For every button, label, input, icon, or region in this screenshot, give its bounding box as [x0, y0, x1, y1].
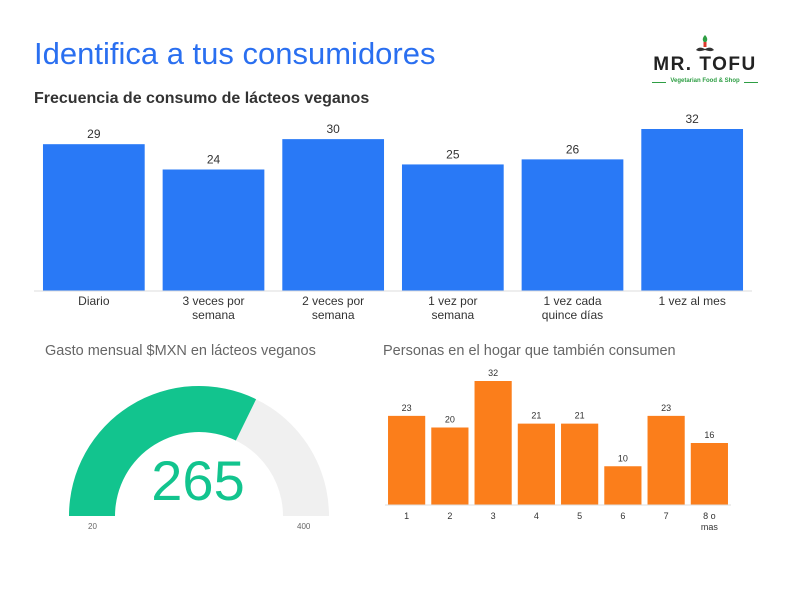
bar	[431, 427, 469, 505]
bar	[521, 159, 624, 291]
tick-label: Diario	[78, 294, 110, 308]
bar	[604, 466, 642, 505]
frequency-chart-title: Frecuencia de consumo de lácteos veganos	[34, 90, 370, 107]
data-label: 29	[87, 127, 101, 141]
bar	[42, 144, 145, 291]
data-label: 21	[575, 411, 585, 421]
gauge-fill	[69, 385, 257, 516]
tick-label: 1 vez al mes	[658, 294, 725, 308]
tick-label: 1	[404, 511, 409, 521]
gauge-max-label: 400	[297, 522, 311, 531]
gauge-chart-title: Gasto mensual $MXN en lácteos veganos	[45, 343, 316, 359]
logo-tagline: Vegetarian Food & Shop	[670, 78, 740, 84]
logo-divider	[652, 82, 666, 83]
tick-label: 4	[534, 511, 539, 521]
data-label: 10	[618, 453, 628, 463]
tick-label: mas	[701, 522, 719, 532]
logo-divider	[744, 82, 758, 83]
data-label: 23	[402, 403, 412, 413]
data-label: 23	[661, 403, 671, 413]
tick-label: semana	[192, 308, 235, 322]
data-label: 24	[207, 153, 221, 167]
tick-label: quince días	[542, 308, 603, 322]
tick-label: semana	[431, 308, 474, 322]
bar	[401, 164, 504, 291]
bar	[388, 415, 426, 505]
logo-name: MR. TOFU	[653, 54, 757, 75]
tick-label: 1 vez cada	[543, 294, 601, 308]
tick-label: 1 vez por	[428, 294, 477, 308]
data-label: 26	[566, 142, 580, 156]
bar	[474, 381, 512, 505]
data-label: 32	[488, 368, 498, 378]
tick-label: 5	[577, 511, 582, 521]
tick-label: 7	[664, 511, 669, 521]
bar	[647, 415, 685, 505]
tick-label: 8 o	[703, 511, 716, 521]
bar	[517, 423, 555, 505]
bar	[690, 443, 728, 505]
bar	[282, 139, 385, 291]
data-label: 25	[446, 147, 460, 161]
gauge-min-label: 20	[88, 522, 97, 531]
data-label: 16	[704, 430, 714, 440]
tick-label: 2	[447, 511, 452, 521]
data-label: 21	[531, 411, 541, 421]
tick-label: 3 veces por	[182, 294, 244, 308]
bar	[641, 129, 744, 291]
household-chart-title: Personas en el hogar que también consume…	[383, 343, 676, 359]
bar	[561, 423, 599, 505]
data-label: 30	[326, 122, 340, 136]
bar	[162, 169, 265, 291]
tick-label: 2 veces por	[302, 294, 364, 308]
tick-label: 3	[491, 511, 496, 521]
gauge-value: 265	[151, 449, 245, 512]
page-title: Identifica a tus consumidores	[34, 36, 436, 71]
tick-label: 6	[620, 511, 625, 521]
tofu-mascot-icon	[696, 35, 714, 52]
data-label: 32	[685, 112, 699, 126]
brand-logo: MR. TOFU Vegetarian Food & Shop	[650, 30, 760, 90]
data-label: 20	[445, 415, 455, 425]
tick-label: semana	[312, 308, 355, 322]
